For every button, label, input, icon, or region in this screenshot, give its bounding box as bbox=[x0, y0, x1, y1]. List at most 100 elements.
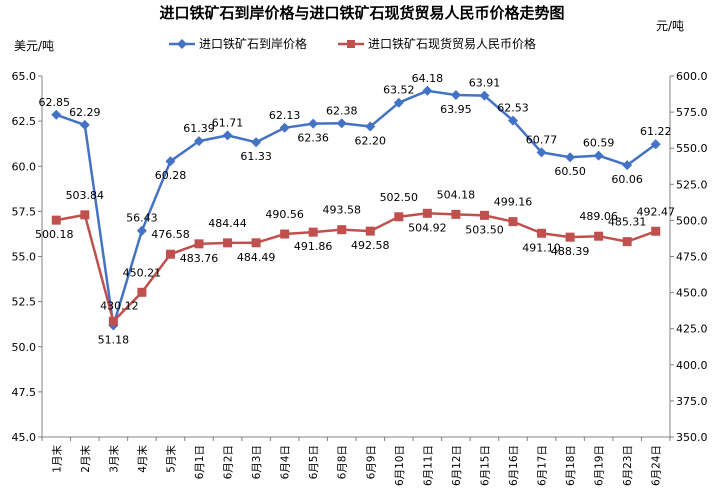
data-label: 483.76 bbox=[180, 252, 219, 265]
data-point-diamond bbox=[422, 85, 433, 96]
data-label: 489.06 bbox=[579, 210, 618, 223]
x-tick-label: 6月19日 bbox=[594, 445, 606, 486]
data-label: 62.20 bbox=[355, 135, 387, 148]
data-point-diamond bbox=[194, 136, 204, 147]
data-label: 62.53 bbox=[497, 102, 529, 115]
left-tick-label: 57.5 bbox=[12, 205, 37, 218]
right-tick-label: 350.0 bbox=[676, 431, 708, 444]
data-label: 484.49 bbox=[237, 251, 276, 264]
data-point-square bbox=[394, 212, 404, 222]
data-point-square bbox=[223, 238, 233, 248]
data-label: 476.58 bbox=[151, 228, 190, 241]
data-label: 491.86 bbox=[294, 240, 333, 253]
data-label: 488.39 bbox=[551, 245, 590, 258]
x-tick-label: 6月5日 bbox=[308, 445, 320, 479]
data-label: 63.95 bbox=[440, 103, 472, 116]
legend-marker-diamond bbox=[177, 39, 187, 49]
x-tick-label: 3月末 bbox=[107, 445, 120, 473]
data-label: 504.92 bbox=[408, 221, 447, 234]
data-point-diamond bbox=[650, 139, 661, 150]
data-label: 484.44 bbox=[208, 217, 247, 230]
x-tick-label: 6月16日 bbox=[508, 445, 520, 486]
right-tick-label: 475.0 bbox=[676, 251, 708, 264]
data-point-diamond bbox=[536, 147, 547, 158]
right-tick-label: 575.0 bbox=[676, 106, 708, 119]
legend-item-blue: 进口铁矿石到岸价格 bbox=[169, 36, 307, 51]
data-label: 499.16 bbox=[494, 196, 533, 209]
data-label: 62.85 bbox=[39, 96, 71, 109]
data-label: 450.21 bbox=[123, 266, 162, 279]
data-label: 503.84 bbox=[66, 189, 105, 202]
data-point-square bbox=[108, 316, 118, 326]
x-tick-label: 6月17日 bbox=[537, 445, 549, 486]
data-point-square bbox=[80, 210, 90, 220]
chart-title: 进口铁矿石到岸价格与进口铁矿石现货贸易人民币价格走势图 bbox=[159, 4, 564, 22]
data-label: 504.18 bbox=[437, 188, 476, 201]
data-point-square bbox=[51, 215, 61, 225]
right-tick-label: 550.0 bbox=[676, 142, 708, 155]
x-tick-label: 1月末 bbox=[50, 445, 63, 473]
data-point-square bbox=[594, 231, 604, 241]
data-label: 493.58 bbox=[322, 204, 361, 217]
data-point-square bbox=[280, 229, 290, 239]
right-tick-label: 500.0 bbox=[676, 214, 708, 227]
data-point-square bbox=[622, 237, 632, 247]
data-label: 61.39 bbox=[183, 122, 215, 135]
data-label: 61.22 bbox=[640, 125, 672, 138]
x-tick-label: 2月末 bbox=[79, 445, 92, 473]
data-point-square bbox=[508, 217, 518, 227]
right-tick-label: 525.0 bbox=[676, 178, 708, 191]
data-point-square bbox=[137, 287, 147, 297]
plot-area: 45.0 47.5 50.0 52.5 55.0 57.5 60.0 62.5 65.0 350.… bbox=[12, 70, 708, 486]
data-label: 492.58 bbox=[351, 239, 390, 252]
left-tick-label: 50.0 bbox=[12, 341, 37, 354]
left-tick-label: 60.0 bbox=[12, 160, 37, 173]
data-label: 60.59 bbox=[583, 137, 615, 150]
data-label: 51.18 bbox=[98, 333, 130, 346]
data-label: 502.50 bbox=[380, 191, 419, 204]
x-tick-label: 6月3日 bbox=[251, 445, 263, 479]
legend: 进口铁矿石到岸价格 进口铁矿石现货贸易人民币价格 bbox=[169, 36, 536, 51]
legend-label-blue: 进口铁矿石到岸价格 bbox=[199, 36, 307, 51]
data-label: 503.50 bbox=[465, 223, 504, 236]
legend-label-red: 进口铁矿石现货贸易人民币价格 bbox=[368, 36, 536, 51]
data-label: 485.31 bbox=[608, 216, 647, 229]
data-label: 60.28 bbox=[155, 169, 187, 182]
x-tick-label: 6月8日 bbox=[337, 445, 349, 479]
x-tick-label: 4月末 bbox=[136, 445, 149, 473]
x-tick-label: 6月2日 bbox=[223, 445, 235, 479]
data-label: 63.91 bbox=[469, 77, 501, 90]
right-tick-label: 600.0 bbox=[676, 70, 708, 83]
left-tick-label: 62.5 bbox=[12, 115, 37, 128]
x-tick-label: 6月9日 bbox=[365, 445, 377, 479]
data-point-diamond bbox=[565, 152, 576, 163]
right-tick-label: 400.0 bbox=[676, 359, 708, 372]
left-tick-label: 65.0 bbox=[12, 70, 37, 83]
x-tick-label: 6月11日 bbox=[422, 445, 434, 486]
x-tick-label: 6月15日 bbox=[479, 445, 491, 486]
data-point-diamond bbox=[79, 119, 90, 130]
right-axis-unit: 元/吨 bbox=[656, 19, 684, 33]
data-label: 60.77 bbox=[526, 133, 558, 146]
data-point-square bbox=[194, 239, 204, 249]
data-point-diamond bbox=[51, 109, 62, 120]
data-point-diamond bbox=[336, 118, 347, 129]
series-line-red bbox=[56, 212, 657, 323]
right-tick-label: 450.0 bbox=[676, 287, 708, 300]
data-point-diamond bbox=[622, 160, 633, 171]
x-tick-label: 6月1日 bbox=[194, 445, 206, 479]
legend-marker-square bbox=[347, 40, 355, 48]
data-point-square bbox=[651, 226, 661, 236]
x-tick-label: 5月末 bbox=[164, 445, 177, 473]
right-tick-label: 425.0 bbox=[676, 323, 708, 336]
data-label: 56.43 bbox=[126, 212, 158, 225]
data-label: 492.47 bbox=[636, 205, 675, 218]
left-axis-unit: 美元/吨 bbox=[14, 39, 54, 53]
data-label: 491.10 bbox=[522, 241, 561, 254]
data-label: 62.13 bbox=[269, 109, 301, 122]
data-label: 500.18 bbox=[35, 228, 74, 241]
data-label: 61.33 bbox=[240, 150, 272, 163]
data-label: 60.50 bbox=[554, 165, 586, 178]
data-point-diamond bbox=[450, 89, 461, 100]
